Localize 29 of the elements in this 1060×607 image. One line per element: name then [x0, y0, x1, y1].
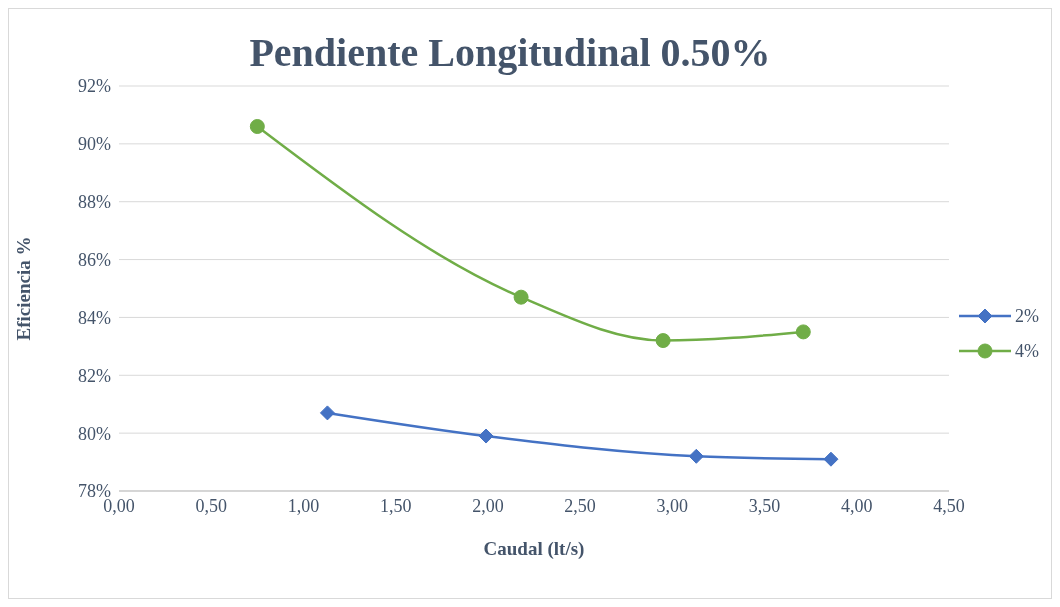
legend-label: 4% [1015, 340, 1039, 362]
y-tick-label: 82% [78, 365, 111, 386]
y-tick-label: 92% [78, 76, 111, 97]
x-tick-label: 0,50 [195, 495, 227, 516]
x-tick-label: 2,00 [472, 495, 504, 516]
x-tick-label: 4,50 [933, 495, 965, 516]
point [249, 119, 265, 134]
point [795, 324, 811, 340]
y-tick-label: 90% [78, 134, 111, 155]
point [319, 405, 335, 421]
x-tick-label: 4,00 [841, 495, 873, 516]
x-tick-label: 1,00 [287, 495, 320, 516]
point [655, 333, 671, 349]
x-axis-title: Caudal (lt/s) [483, 538, 585, 560]
y-tick-label: 80% [78, 423, 111, 444]
x-tick-label: 2,50 [564, 495, 596, 516]
y-tick-label: 88% [78, 192, 111, 213]
y-tick-label: 86% [78, 249, 111, 270]
y-tick-label: 84% [78, 307, 111, 328]
point [688, 448, 704, 464]
legend-label: 2% [1015, 305, 1039, 327]
chart-title: Pendiente Longitudinal 0.50% [248, 29, 772, 76]
y-axis-title: Eficiencia % [12, 236, 34, 341]
x-tick-label: 1,50 [379, 495, 412, 516]
point [478, 428, 494, 444]
point [823, 451, 839, 467]
point [513, 289, 529, 305]
x-tick-label: 3,50 [748, 495, 781, 516]
x-tick-label: 3,00 [656, 495, 689, 516]
